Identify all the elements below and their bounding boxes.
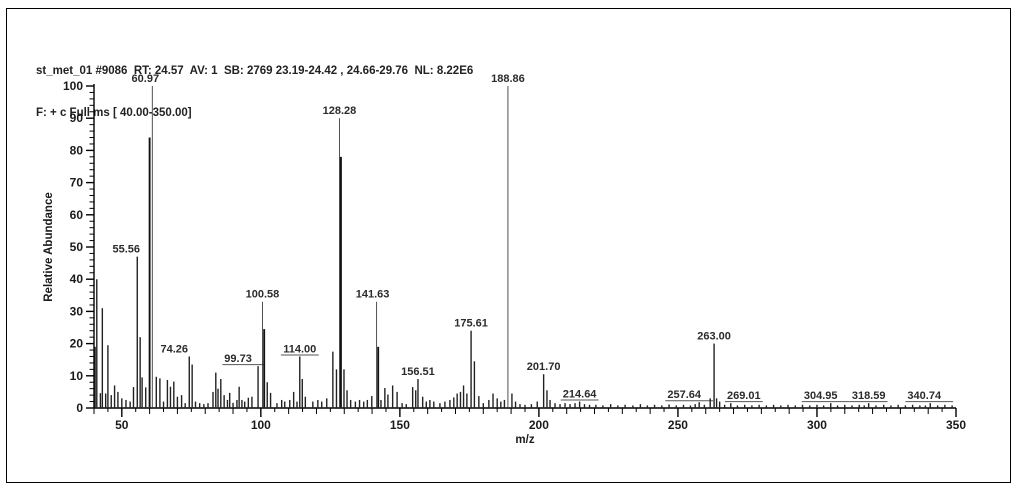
y-tick-label: 90 bbox=[70, 111, 84, 125]
peak-label-263.00: 263.00 bbox=[697, 331, 731, 343]
x-tick-label: 50 bbox=[115, 418, 129, 432]
peak-label-188.86: 188.86 bbox=[491, 73, 525, 85]
scan-header-line1: st_met_01 #9086 RT: 24.57 AV: 1 SB: 2769… bbox=[36, 65, 474, 77]
peak-label-156.51: 156.51 bbox=[401, 366, 435, 378]
peak-label-269.01: 269.01 bbox=[727, 390, 761, 402]
x-tick-label: 350 bbox=[946, 418, 966, 432]
x-tick-label: 150 bbox=[390, 418, 410, 432]
peak-label-114.00: 114.00 bbox=[283, 343, 316, 355]
scan-header: st_met_01 #9086 RT: 24.57 AV: 1 SB: 2769… bbox=[36, 36, 473, 134]
y-tick-label: 60 bbox=[70, 208, 84, 222]
y-tick-label: 80 bbox=[70, 143, 84, 157]
peak-label-60.97: 60.97 bbox=[132, 73, 160, 85]
peak-label-100.58: 100.58 bbox=[246, 289, 280, 301]
peak-label-318.59: 318.59 bbox=[852, 390, 886, 402]
x-tick-label: 250 bbox=[668, 418, 688, 432]
scan-header-line2: F: + c Full ms [ 40.00-350.00] bbox=[36, 107, 192, 119]
y-tick-label: 40 bbox=[70, 272, 84, 286]
y-axis-title: Relative Abundance bbox=[43, 192, 55, 302]
peak-label-74.26: 74.26 bbox=[160, 343, 188, 355]
peak-label-175.61: 175.61 bbox=[454, 318, 488, 330]
y-tick-label: 20 bbox=[70, 337, 84, 351]
y-tick-label: 0 bbox=[76, 401, 83, 415]
y-tick-label: 70 bbox=[70, 176, 84, 190]
y-tick-label: 100 bbox=[63, 79, 83, 93]
peak-label-340.74: 340.74 bbox=[907, 390, 942, 402]
x-tick-label: 100 bbox=[251, 418, 271, 432]
peak-label-55.56: 55.56 bbox=[113, 244, 141, 256]
peak-label-304.95: 304.95 bbox=[804, 390, 838, 402]
peak-label-214.64: 214.64 bbox=[563, 389, 598, 401]
y-tick-label: 30 bbox=[70, 304, 84, 318]
peak-label-201.70: 201.70 bbox=[527, 361, 561, 373]
peak-label-141.63: 141.63 bbox=[356, 289, 390, 301]
y-tick-label: 50 bbox=[70, 240, 84, 254]
peak-label-128.28: 128.28 bbox=[323, 105, 357, 117]
x-tick-label: 200 bbox=[529, 418, 549, 432]
peak-label-99.73: 99.73 bbox=[224, 353, 252, 365]
x-tick-label: 300 bbox=[807, 418, 827, 432]
peak-label-257.64: 257.64 bbox=[667, 389, 702, 401]
y-tick-label: 10 bbox=[70, 369, 84, 383]
x-axis-title: m/z bbox=[515, 434, 534, 446]
